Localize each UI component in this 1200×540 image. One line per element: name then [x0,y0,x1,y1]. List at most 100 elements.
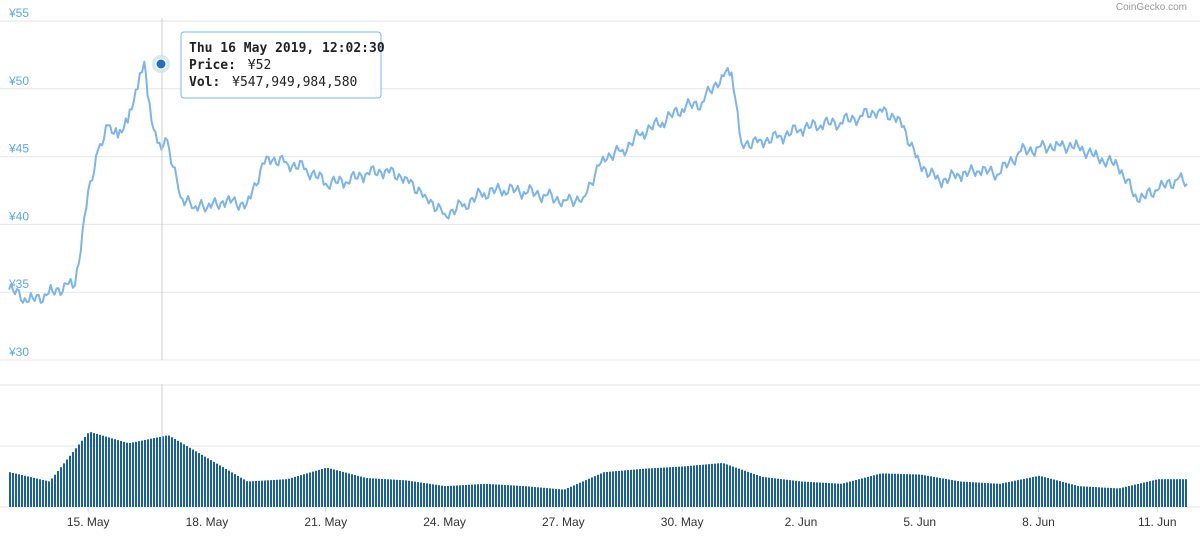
volume-bar [261,480,263,507]
volume-bar [954,480,956,507]
volume-bar [300,475,302,507]
volume-bar [297,476,299,507]
volume-bar [60,467,62,507]
volume-bar [918,474,920,507]
volume-bar [312,471,314,507]
volume-bar [900,473,902,507]
volume-bar [936,477,938,507]
volume-bar [75,448,77,507]
tooltip: Thu 16 May 2019, 12:02:30 Price: ¥52 Vol… [180,31,385,99]
volume-bar [960,481,962,507]
volume-bar [183,444,185,507]
volume-bar [822,482,824,507]
volume-bar [474,484,476,507]
y-tick-label: ¥40 [8,209,29,223]
volume-bar [453,485,455,507]
volume-bar [972,482,974,507]
volume-bar [894,473,896,507]
volume-bar [264,480,266,507]
volume-bar [72,452,74,507]
volume-bar [828,483,830,507]
price-series-line [8,60,1188,304]
volume-bar [330,468,332,507]
volume-bar [873,475,875,507]
volume-bar [162,436,164,507]
volume-bar [489,484,491,507]
volume-bar [504,484,506,507]
volume-bar [1182,479,1184,507]
volume-bar [1101,487,1103,507]
volume-bar [357,475,359,507]
volume-bar [333,469,335,507]
tooltip-price: Price: ¥52 [189,58,271,73]
volume-bar [711,463,713,507]
volume-bar [501,484,503,507]
volume-bar [912,474,914,507]
volume-bar [762,476,764,507]
volume-bar [819,482,821,507]
volume-bar [384,479,386,507]
volume-bar [477,484,479,507]
volume-bar [66,459,68,507]
volume-bar [36,478,38,507]
volume-bar [834,483,836,507]
volume-bar [966,481,968,507]
volume-bar [699,464,701,507]
volume-bar [258,480,260,507]
volume-bar [468,484,470,507]
volume-bar [429,483,431,507]
volume-bar [351,474,353,507]
volume-bar [606,471,608,507]
volume-bar [861,478,863,507]
volume-bar [990,483,992,507]
chart-credit[interactable]: CoinGecko.com [1116,2,1187,13]
volume-bar [123,441,125,507]
volume-bar [675,466,677,507]
volume-bar [687,466,689,507]
volume-bar [831,483,833,507]
volume-bar [921,474,923,507]
volume-bar [579,482,581,507]
volume-bar [657,467,659,507]
volume-bar [486,483,488,507]
volume-bar [642,468,644,507]
volume-bar [555,488,557,507]
volume-bar [219,465,221,507]
volume-bar [153,438,155,507]
volume-bar [522,486,524,507]
volume-bar [99,434,101,507]
volume-bar [531,486,533,507]
volume-bar [1065,482,1067,507]
hover-marker[interactable] [155,58,167,70]
volume-bar [1158,479,1160,507]
volume-bar [174,439,176,507]
volume-bar [507,485,509,507]
volume-bar [666,467,668,507]
y-axis-ticks: ¥30 ¥35 ¥40 ¥45 ¥50 ¥55 [8,6,29,359]
volume-bar [879,473,881,507]
volume-bar [843,483,845,507]
volume-bar [909,474,911,507]
volume-bar [771,477,773,507]
volume-bar [510,485,512,507]
volume-bar [27,476,29,507]
volume-bar [120,440,122,507]
volume-bar [285,479,287,507]
volume-bar [396,479,398,507]
volume-bar [30,477,32,507]
volume-bar [462,485,464,507]
volume-bar [186,446,188,507]
volume-bar [402,480,404,507]
volume-bar [525,486,527,507]
volume-bar [1185,479,1187,507]
volume-bar [387,479,389,507]
volume-bar [144,439,146,507]
volume-bar [321,468,323,507]
x-tick-label: 15. May [67,515,110,529]
volume-bar [816,482,818,507]
volume-bar [885,473,887,507]
volume-bar [1032,477,1034,507]
volume-bar [1035,476,1037,507]
volume-bar [273,479,275,507]
x-tick-label: 11. Jun [1138,515,1176,529]
